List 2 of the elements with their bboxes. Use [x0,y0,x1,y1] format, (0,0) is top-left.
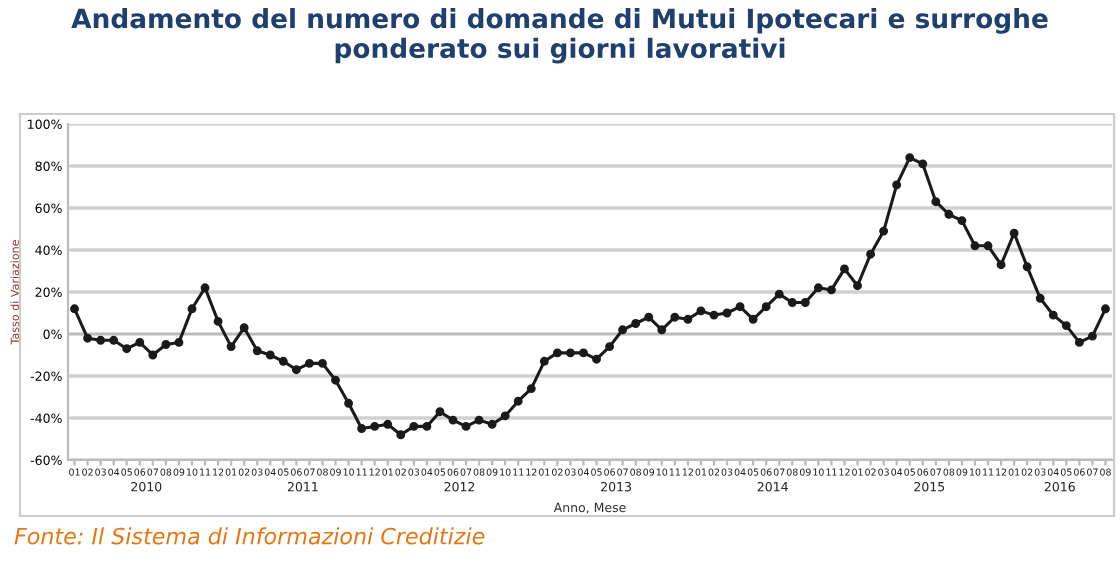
chart-title: Andamento del numero di domande di Mutui Ipotecari e surroghe ponderato sui giorni lavorativi [71,8,1048,64]
source-note: Fonte: Il Sistema di Informazioni Creditizie [14,527,485,545]
